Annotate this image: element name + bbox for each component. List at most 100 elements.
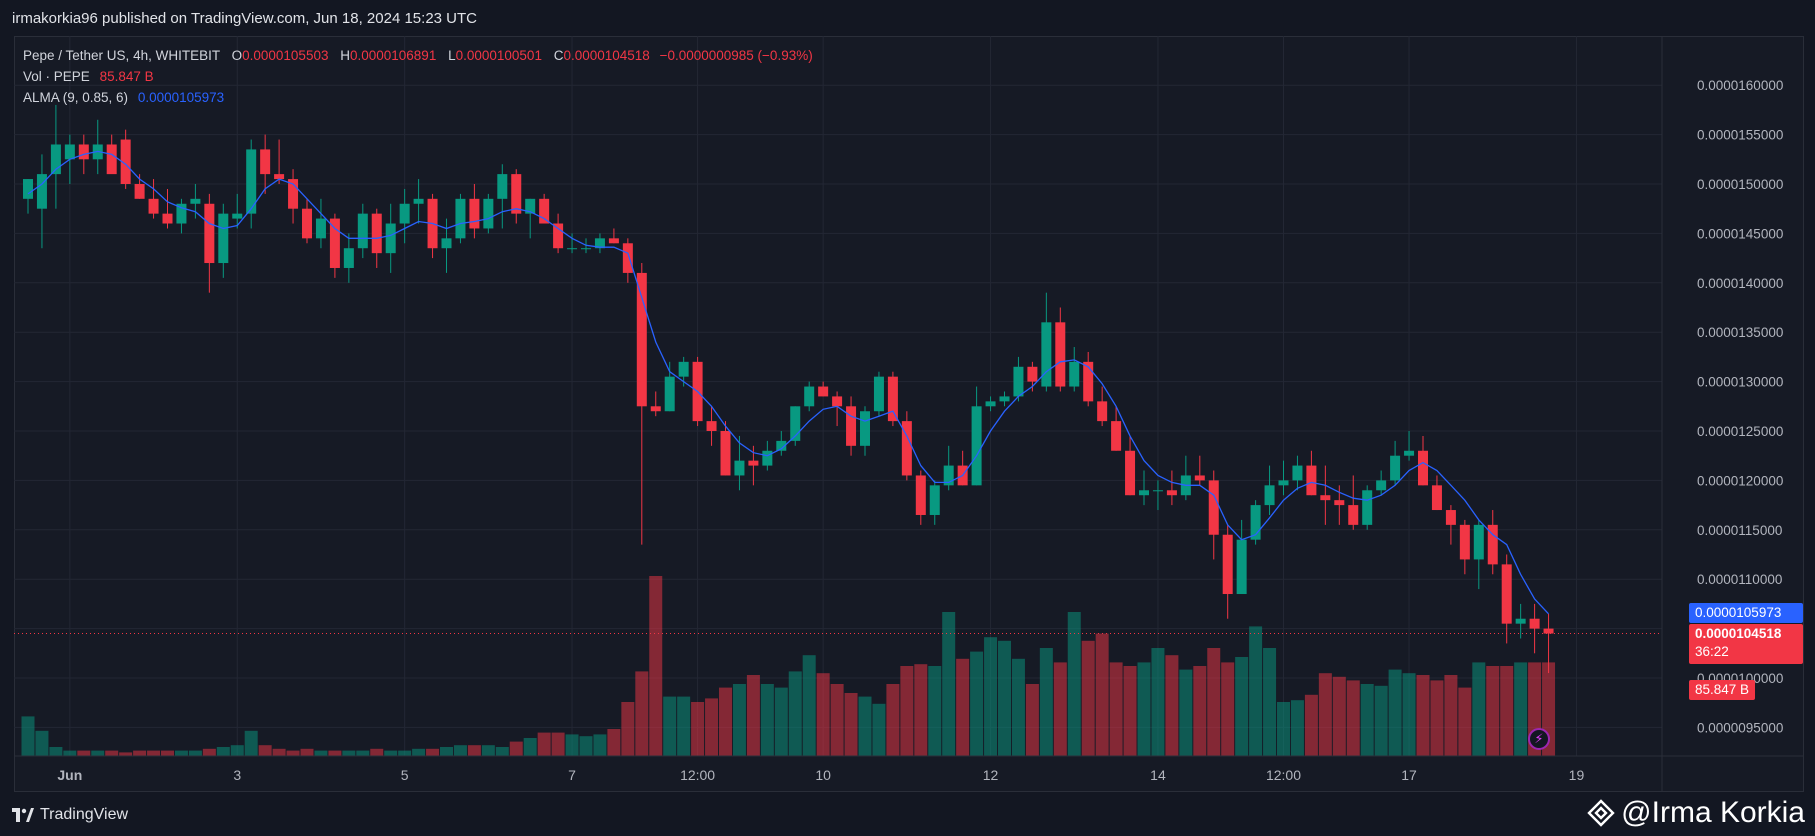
candle-body — [720, 431, 731, 476]
candle — [790, 406, 801, 446]
volume-bar — [412, 748, 426, 756]
volume-bar — [1179, 669, 1193, 756]
candle — [1097, 386, 1108, 427]
price-tick-label: 0.0000130000 — [1697, 375, 1783, 390]
candle-body — [943, 465, 954, 486]
candle-body — [36, 174, 47, 209]
candle-body — [1320, 495, 1331, 501]
candle — [664, 361, 675, 412]
volume-bar — [1095, 633, 1109, 756]
candle-body — [985, 401, 996, 407]
candle-body — [302, 208, 312, 239]
candle-body — [846, 406, 857, 446]
volume-bar — [495, 747, 509, 756]
candle — [1055, 307, 1066, 392]
legend-low-value: 0.0000100501 — [455, 48, 542, 63]
price-tick-label: 0.0000095000 — [1697, 720, 1783, 735]
candle — [1194, 455, 1205, 486]
candle — [622, 238, 633, 283]
tradingview-logo[interactable]: TradingView — [12, 806, 128, 824]
volume-bar — [1165, 655, 1179, 756]
candle — [594, 233, 605, 254]
volume-bar — [1332, 676, 1346, 756]
candle-body — [441, 238, 452, 249]
candle-body — [915, 475, 926, 515]
volume-bar — [105, 750, 119, 756]
last-price-value: 0.0000104518 — [1695, 626, 1782, 641]
time-tick-label: 14 — [1150, 767, 1166, 783]
price-axis: 0.00000950000.00001000000.00001050000.00… — [1697, 78, 1783, 735]
candle — [1069, 347, 1080, 392]
published-info: irmakorkia96 published on TradingView.co… — [12, 10, 477, 27]
candle — [497, 164, 508, 229]
lightning-icon[interactable]: ⚡ — [1528, 728, 1550, 750]
candle-body — [1069, 361, 1080, 387]
candle — [1487, 510, 1498, 575]
volume-bar — [1472, 662, 1486, 756]
candle-body — [901, 421, 912, 476]
candle — [985, 396, 996, 412]
legend-high-label: H — [340, 48, 350, 63]
volume-bar — [174, 750, 188, 756]
candle-body — [1543, 628, 1554, 634]
time-tick-label: 12 — [983, 767, 999, 783]
candle-body — [1222, 534, 1233, 595]
candle — [943, 445, 954, 491]
price-tick-label: 0.0000155000 — [1697, 128, 1783, 143]
candle — [1152, 480, 1163, 511]
candle-body — [636, 272, 647, 407]
candle — [1180, 455, 1191, 501]
volume-bar — [970, 651, 984, 756]
candle-body — [204, 203, 215, 264]
candle — [134, 174, 145, 199]
candle — [1083, 351, 1094, 407]
candle-body — [873, 376, 884, 412]
time-axis: Jun 3 5 7 12:00 10 12 14 12:00 17 19 — [14, 36, 1803, 792]
legend-open-value: 0.0000105503 — [242, 48, 329, 63]
price-tick-label: 0.0000145000 — [1697, 226, 1783, 241]
candle-body — [1194, 475, 1205, 481]
candle-body — [832, 396, 843, 407]
candle-body — [106, 144, 117, 175]
volume-bar — [1500, 666, 1514, 756]
volume-bar — [216, 747, 230, 756]
volume-bar — [1109, 662, 1123, 756]
bar-countdown: 36:22 — [1695, 644, 1729, 659]
top-bar: irmakorkia96 published on TradingView.co… — [0, 0, 1815, 36]
candle-body — [804, 386, 815, 407]
candle — [260, 134, 271, 194]
volume-bar — [900, 666, 914, 756]
volume-bar — [1514, 662, 1528, 756]
volume-bar — [928, 666, 942, 756]
volume-bar — [384, 750, 398, 756]
candle — [204, 193, 215, 293]
candle-body — [120, 139, 131, 184]
candle-body — [1515, 618, 1526, 624]
volume-bar — [272, 748, 286, 756]
volume-bar — [342, 750, 356, 756]
candle-body — [232, 213, 243, 219]
volume-bar — [1123, 666, 1137, 756]
candle-body — [1083, 361, 1094, 402]
time-tick-label: 5 — [401, 767, 409, 783]
volume-bar — [1304, 694, 1318, 756]
volume-bar — [1290, 700, 1304, 756]
time-tick-label: 7 — [568, 767, 576, 783]
legend-volume-label: Vol · PEPE — [23, 69, 90, 84]
candle-body — [622, 243, 633, 273]
time-tick-label: Jun — [57, 767, 82, 783]
candle-body — [1529, 618, 1540, 629]
candle-body — [748, 460, 759, 466]
candle-body — [288, 179, 299, 209]
volume-bar — [230, 745, 244, 756]
candle-body — [664, 376, 675, 412]
candle — [804, 381, 815, 412]
volume-bar — [49, 747, 63, 756]
candle — [1139, 470, 1149, 506]
candle-body — [23, 179, 33, 199]
candle — [1376, 470, 1387, 496]
candle — [246, 139, 257, 229]
candle-body — [64, 144, 75, 160]
volume-bar — [579, 736, 593, 756]
